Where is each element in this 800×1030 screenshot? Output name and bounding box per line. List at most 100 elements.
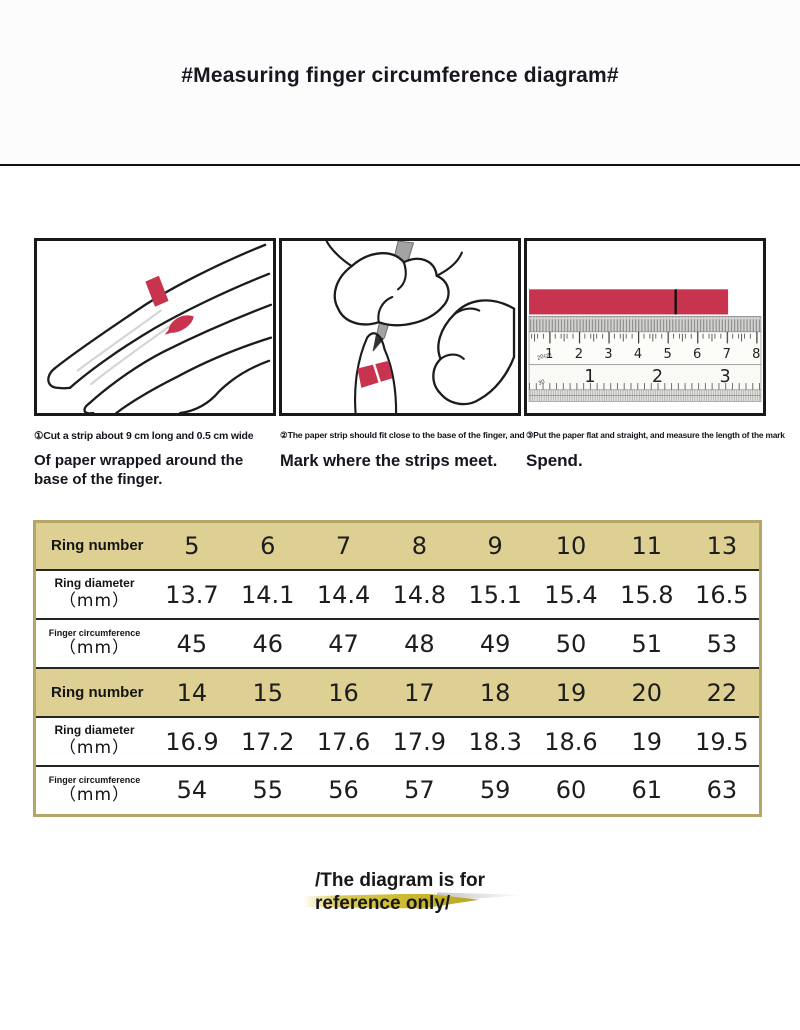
table-cell: 5 (184, 531, 200, 560)
marking-strip-illustration (284, 241, 516, 413)
row-label: Finger circumference （mm） (48, 628, 141, 659)
svg-text:8: 8 (752, 347, 760, 362)
header-band: #Measuring finger circumference diagram# (0, 0, 800, 166)
table-cell: 13 (706, 531, 738, 560)
svg-text:3: 3 (720, 367, 731, 387)
table-cell: 16.5 (695, 580, 749, 609)
table-cell: 50 (555, 629, 587, 658)
ruler-unit-label: 20cm (537, 351, 553, 361)
table-cell: 15 (252, 678, 283, 707)
table-cell: 17.2 (241, 727, 295, 756)
table-cell: 17.6 (316, 727, 371, 756)
instruction-panels: 1 2 3 4 5 6 7 8 20cm 1 2 3 30 (0, 238, 800, 416)
table-row-ring-diameter-1: Ring diameter （mm） 13.7 14.1 14.4 14.8 1… (34, 570, 761, 619)
red-paper-strip (529, 289, 729, 315)
page-title: #Measuring finger circumference diagram# (181, 64, 619, 87)
table-cell: 48 (404, 629, 435, 658)
table-cell: 60 (555, 776, 587, 805)
cm-scale-numbers: 1 2 3 4 5 6 7 8 (545, 347, 760, 362)
table-cell: 8 (411, 531, 427, 560)
row-label: Ring number (51, 537, 144, 555)
table-cell: 18 (479, 678, 511, 707)
table-cell: 20 (631, 678, 663, 707)
table-row-ring-diameter-2: Ring diameter （mm） 16.9 17.2 17.6 17.9 1… (34, 717, 761, 766)
svg-text:2: 2 (652, 367, 663, 387)
table-cell: 59 (479, 776, 511, 805)
step-caption-1: ①Cut a strip about 9 cm long and 0.5 cm … (34, 430, 274, 490)
table-cell: 19 (631, 727, 663, 756)
table-cell: 9 (487, 531, 503, 560)
table-cell: 14.1 (241, 580, 295, 609)
instruction-panel-3: 1 2 3 4 5 6 7 8 20cm 1 2 3 30 (524, 238, 766, 416)
table-cell: 14 (176, 678, 208, 707)
red-strip-band (357, 360, 393, 388)
svg-text:7: 7 (723, 347, 731, 362)
table-cell: 56 (328, 776, 359, 805)
step-caption-3: ③Put the paper flat and straight, and me… (526, 430, 785, 490)
step-note: ②The paper strip should fit close to the… (280, 430, 525, 440)
instruction-panel-1 (34, 238, 276, 416)
red-strip-end (164, 315, 194, 335)
row-label: Ring diameter （mm） (54, 723, 135, 759)
ruler-illustration: 1 2 3 4 5 6 7 8 20cm 1 2 3 30 (528, 241, 762, 413)
table-cell: 14.4 (316, 580, 371, 609)
svg-text:5: 5 (663, 347, 671, 362)
table-cell: 17 (404, 678, 435, 707)
table-cell: 61 (631, 776, 663, 805)
step-caption-2: ②The paper strip should fit close to the… (280, 430, 525, 490)
table-cell: 16.9 (165, 727, 219, 756)
table-cell: 47 (328, 629, 359, 658)
table-cell: 6 (260, 531, 276, 560)
table-cell: 45 (176, 629, 208, 658)
row-label: Ring diameter （mm） (54, 576, 135, 612)
table-cell: 11 (631, 531, 663, 560)
table-cell: 51 (631, 629, 663, 658)
svg-text:3: 3 (604, 347, 612, 362)
table-cell: 19 (555, 678, 587, 707)
step-captions: ①Cut a strip about 9 cm long and 0.5 cm … (0, 430, 800, 490)
table-cell: 16 (328, 678, 359, 707)
svg-text:1: 1 (545, 347, 553, 362)
row-label: Finger circumference （mm） (48, 774, 141, 806)
table-cell: 18.6 (544, 727, 598, 756)
row-label: Ring number (51, 683, 144, 701)
svg-text:2: 2 (575, 347, 583, 362)
table-cell: 22 (706, 678, 738, 707)
table-row-ring-number-1: Ring number 5 6 7 8 9 10 11 13 (34, 521, 761, 570)
hand-with-strip-illustration (39, 241, 273, 413)
footer-note: /The diagram is for reference only/ (303, 869, 525, 915)
table-cell: 15.1 (468, 580, 522, 609)
step-note: ③Put the paper flat and straight, and me… (526, 430, 785, 440)
step-text: Of paper wrapped around the base of the … (34, 452, 244, 488)
table-cell: 54 (176, 776, 208, 805)
highlight-swoosh (303, 893, 479, 909)
table-cell: 14.8 (392, 580, 447, 609)
table-cell: 53 (706, 629, 738, 658)
red-strip-band (145, 275, 169, 307)
table-cell: 63 (706, 776, 738, 805)
table-cell: 55 (252, 776, 283, 805)
step-note: ①Cut a strip about 9 cm long and 0.5 cm … (34, 430, 254, 442)
instruction-panel-2 (279, 238, 521, 416)
table-cell: 15.8 (620, 580, 674, 609)
table-cell: 57 (404, 776, 435, 805)
table-row-finger-circumference-1: Finger circumference （mm） 45 46 47 48 49… (34, 619, 761, 668)
table-cell: 15.4 (544, 580, 598, 609)
step-text: Spend. (526, 451, 583, 470)
table-cell: 46 (252, 629, 283, 658)
table-cell: 10 (555, 531, 587, 560)
inch-scale-numbers: 1 2 3 (584, 367, 730, 387)
footer-line-2: reference only/ (315, 892, 451, 914)
table-cell: 13.7 (165, 580, 219, 609)
svg-text:4: 4 (634, 347, 642, 362)
table-cell: 7 (335, 531, 352, 560)
highlight-tail (437, 892, 525, 902)
ruler-unit-label-2: 30 (537, 379, 546, 387)
table-row-finger-circumference-2: Finger circumference （mm） 54 55 56 57 59… (34, 766, 761, 815)
pen-mark (674, 289, 677, 315)
footer-line-1: /The diagram is for (315, 869, 485, 891)
table-cell: 19.5 (695, 727, 749, 756)
table-row-ring-number-2: Ring number 14 15 16 17 18 19 20 22 (34, 668, 761, 717)
ring-size-table: Ring number 5 6 7 8 9 10 11 13 Ring diam… (33, 519, 762, 817)
